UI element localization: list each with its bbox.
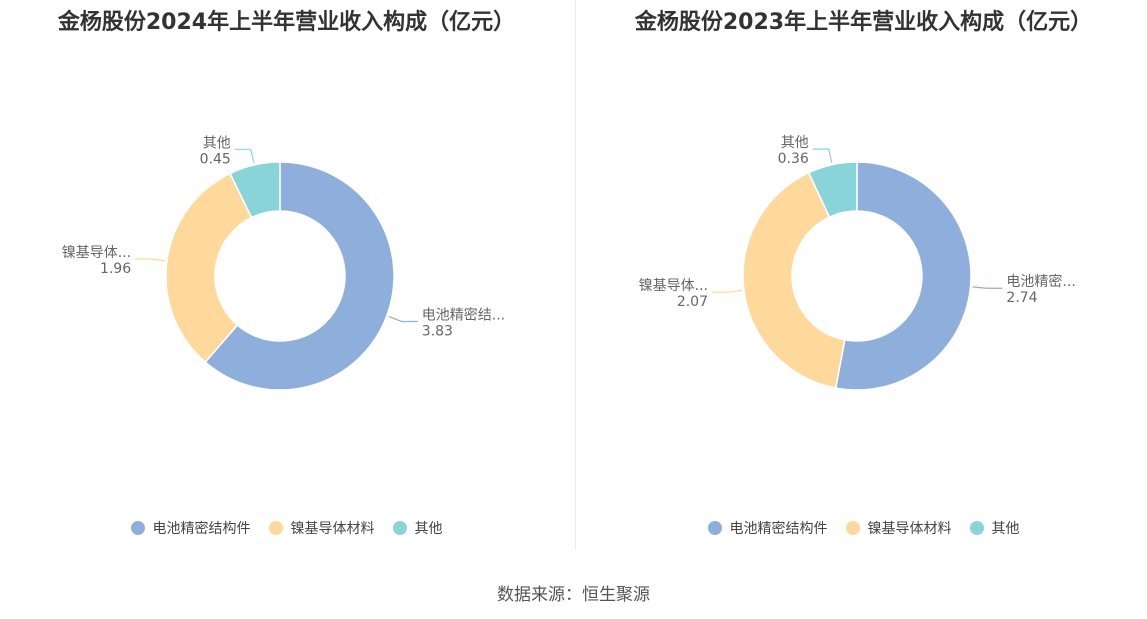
leader-line-0 (388, 316, 418, 323)
legend-item-battery[interactable]: 电池精密结构件 (130, 518, 251, 538)
legend-item-other[interactable]: 其他 (392, 518, 443, 538)
slice-1[interactable] (742, 171, 846, 389)
slice-2[interactable] (807, 161, 858, 219)
legend-item-other[interactable]: 其他 (969, 518, 1020, 538)
slice-label-1: 镍基导体... (639, 277, 708, 294)
divider (575, 0, 576, 550)
leader-line-0 (972, 286, 1003, 289)
legend-label: 电池精密结构件 (152, 521, 251, 537)
slice-label-0: 电池精密... (1006, 273, 1075, 290)
chart-panel-2024: 金杨股份2024年上半年营业收入构成（亿元） 电池精密结... 3.83 镍基导体.… (0, 0, 573, 560)
value-label-2: 0.36 (778, 151, 809, 167)
chart-title: 金杨股份2024年上半年营业收入构成（亿元） (57, 10, 516, 35)
legend: 电池精密结构件 镍基导体材料 其他 (0, 518, 573, 538)
legend-label: 镍基导体材料 (290, 521, 375, 537)
value-label-1: 1.96 (100, 261, 131, 277)
value-label-0: 2.74 (1006, 290, 1037, 306)
value-label-0: 3.83 (422, 323, 453, 339)
legend-label: 其他 (991, 521, 1020, 537)
legend-dot (845, 521, 860, 535)
legend-item-nickel[interactable]: 镍基导体材料 (845, 518, 952, 538)
legend-dot (969, 521, 984, 535)
slice-label-2: 其他 (203, 135, 231, 151)
legend-label: 镍基导体材料 (867, 521, 952, 537)
legend-item-battery[interactable]: 电池精密结构件 (707, 518, 828, 538)
slice-0[interactable] (834, 161, 972, 391)
legend-label: 其他 (414, 521, 443, 537)
donut-chart-2024: 电池精密结...3.83 镍基导体...1.96 其他0.45 (62, 135, 505, 391)
leader-line-2 (812, 148, 833, 163)
slice-label-0: 电池精密结... (422, 306, 505, 323)
slice-label-1: 镍基导体... (62, 244, 131, 261)
donut-chart-2023: 电池精密...2.74 镍基导体...2.07 其他0.36 (639, 135, 1076, 391)
legend-dot (392, 521, 407, 535)
data-source: 数据来源：恒生聚源 (497, 585, 650, 605)
slice-0[interactable] (204, 161, 395, 391)
slice-1[interactable] (165, 172, 253, 364)
chart-title: 金杨股份2023年上半年营业收入构成（亿元） (634, 10, 1093, 35)
leader-line-1 (135, 258, 166, 262)
value-label-2: 0.45 (200, 151, 231, 167)
slice-label-2: 其他 (781, 135, 809, 151)
leader-line-2 (234, 148, 255, 164)
chart-panel-2023: 金杨股份2023年上半年营业收入构成（亿元） 电池精密... 2.74 镍基导体..… (577, 0, 1147, 560)
value-label-1: 2.07 (677, 294, 708, 310)
legend-label: 电池精密结构件 (729, 521, 828, 537)
legend-dot (130, 521, 145, 535)
leader-line-1 (712, 289, 742, 293)
legend-item-nickel[interactable]: 镍基导体材料 (268, 518, 375, 538)
legend-dot (707, 521, 722, 535)
legend-dot (268, 521, 283, 535)
slice-2[interactable] (229, 161, 281, 219)
legend: 电池精密结构件 镍基导体材料 其他 (577, 518, 1147, 538)
